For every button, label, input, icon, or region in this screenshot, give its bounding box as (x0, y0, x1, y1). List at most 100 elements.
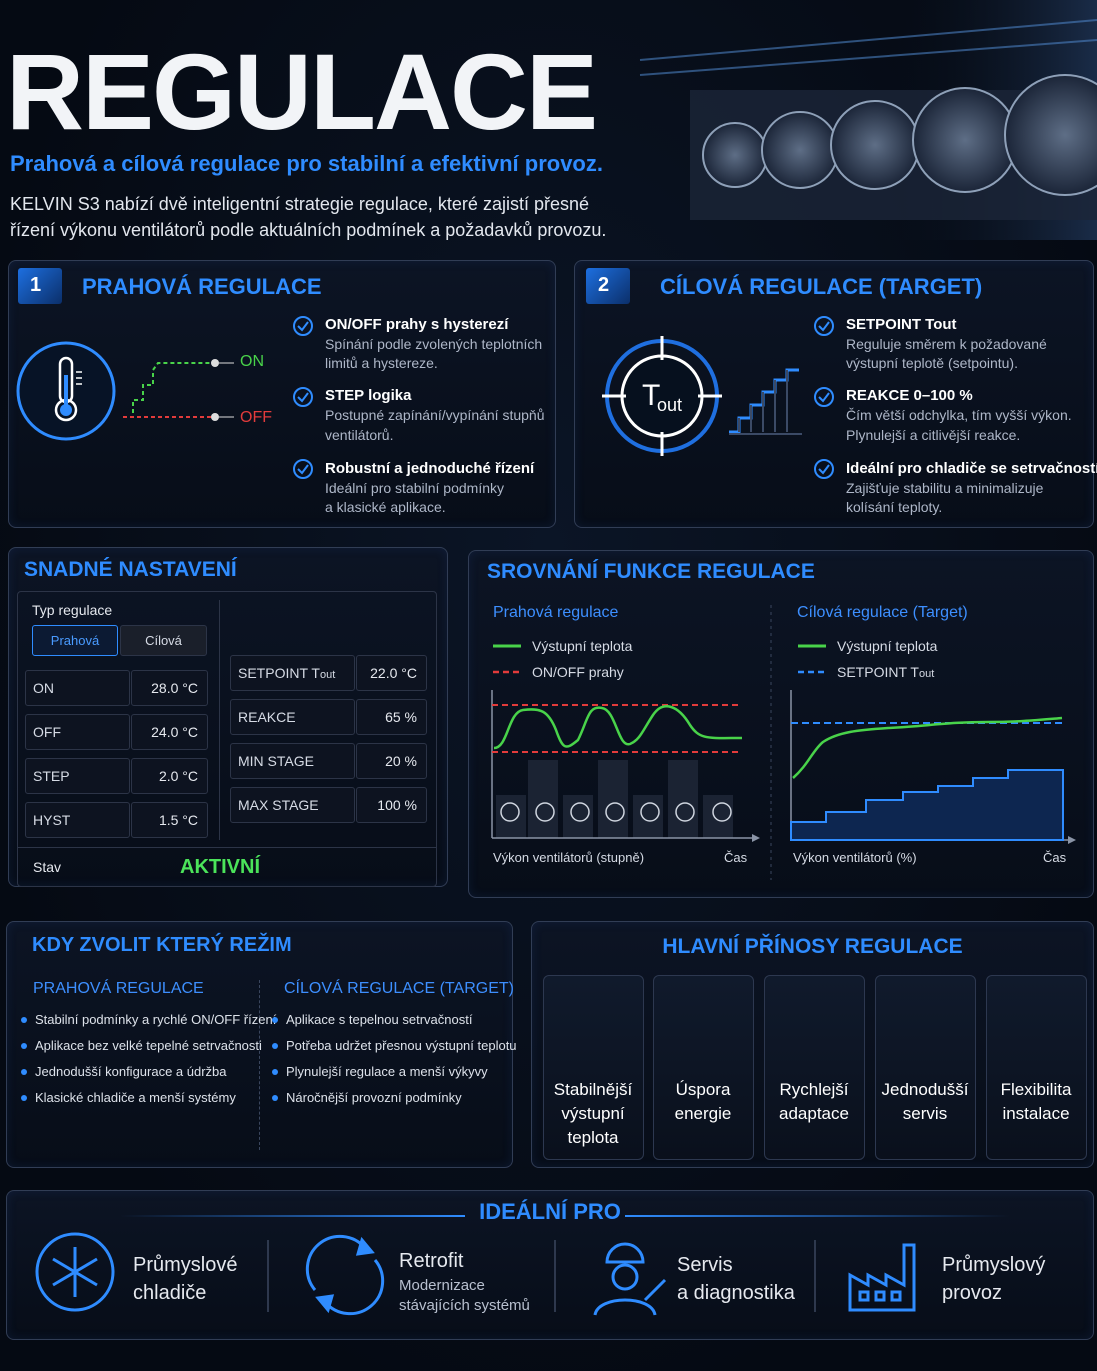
page-title: REGULACE (6, 31, 598, 152)
label-cell (25, 670, 130, 706)
item-title: ON/OFF prahy s hysterezí (325, 316, 509, 333)
badge-number: 2 (598, 274, 610, 296)
tab-label[interactable]: Prahová (50, 633, 100, 648)
item-text: Spínání podle zvolených teplotních (325, 336, 543, 352)
label-text: MAX STAGE (238, 797, 319, 813)
chart-title: Cílová regulace (Target) (797, 604, 968, 621)
value-cell (356, 699, 427, 735)
row-label: MAX STAGE (238, 798, 319, 812)
label-subscript: out (319, 669, 336, 681)
label-cell (230, 699, 355, 735)
ideal-title: Servis (677, 1254, 733, 1276)
panel-title: KDY ZVOLIT KTERÝ REŽIM (32, 934, 292, 956)
divider (259, 980, 260, 1150)
panel-title: PRAHOVÁ REGULACE (82, 274, 322, 299)
legend-text: SETPOINT T (837, 664, 919, 680)
settings-box (17, 591, 437, 887)
bullet (21, 1043, 27, 1049)
benefit-label: Stabilnější (553, 1080, 633, 1099)
row-value: 24.0 °C (151, 724, 198, 740)
item-title: Robustní a jednoduché řízení (325, 460, 535, 477)
value-cell (356, 655, 427, 691)
subtitle: Prahová a cílová regulace pro stabilní a… (10, 151, 603, 176)
label-cell (25, 758, 130, 794)
item-text: ventilátorů. (325, 427, 394, 443)
title-rule (625, 1215, 1010, 1217)
label-text: OFF (33, 724, 61, 740)
item-title: STEP logika (325, 387, 412, 404)
value-cell (131, 714, 208, 750)
tab-active[interactable] (32, 625, 118, 656)
ideal-title: chladiče (133, 1282, 207, 1304)
panel-title: HLAVNÍ PŘÍNOSY REGULACE (662, 935, 963, 958)
bullet-text: Klasické chladiče a menší systémy (35, 1090, 236, 1105)
legend-label: Výstupní teplota (532, 638, 633, 654)
item-title: SETPOINT Tout (846, 316, 957, 333)
intro-line: KELVIN S3 nabízí dvě inteligentní strate… (10, 194, 589, 214)
panel-title: SNADNÉ NASTAVENÍ (24, 558, 237, 581)
label-cell (230, 655, 355, 691)
status-value: AKTIVNÍ (180, 856, 260, 878)
bullet (272, 1043, 278, 1049)
label-text: MIN STAGE (238, 753, 314, 769)
x-end-label: Čas (1043, 850, 1067, 865)
item-text: kolísání teploty. (846, 499, 943, 515)
bullet-text: Stabilní podmínky a rychlé ON/OFF řízení (35, 1012, 277, 1027)
icon-text: T (642, 379, 661, 412)
panel-title: SROVNÁNÍ FUNKCE REGULACE (487, 560, 815, 583)
item-text: Postupné zapínání/vypínání stupňů (325, 407, 545, 423)
benefit-label: instalace (1002, 1104, 1070, 1123)
row-value: 28.0 °C (151, 680, 198, 696)
row-value: 100 % (377, 797, 417, 813)
row-label: MIN STAGE (238, 754, 314, 768)
benefit-label: Flexibilita (1000, 1080, 1072, 1099)
intro-line: řízení výkonu ventilátorů podle aktuální… (10, 220, 607, 240)
benefit-label: Úspora (675, 1080, 731, 1099)
benefit-label: energie (674, 1104, 732, 1123)
divider (17, 847, 437, 848)
benefit-label: servis (902, 1104, 948, 1123)
value-cell (356, 743, 427, 779)
column-title: CÍLOVÁ REGULACE (TARGET) (284, 980, 514, 997)
ideal-title: Průmyslové (133, 1254, 238, 1276)
x-label: Výkon ventilátorů (%) (793, 850, 917, 865)
value-cell (131, 802, 208, 838)
label-text: ON (33, 680, 54, 696)
benefit-card (543, 975, 644, 1160)
bullet (21, 1017, 27, 1023)
benefit-label: teplota (567, 1128, 619, 1147)
row-value: 1.5 °C (158, 812, 198, 828)
label-text: SETPOINT T (238, 665, 320, 681)
tab[interactable] (120, 625, 207, 656)
label-cell (25, 802, 130, 838)
target-icons (602, 316, 834, 479)
benefit-label: adaptace (779, 1104, 849, 1123)
panel-title: IDEÁLNÍ PRO (479, 1199, 621, 1224)
tab-label[interactable]: Cílová (145, 633, 182, 648)
row-value: 65 % (385, 709, 417, 725)
row-label: HYST (33, 813, 70, 827)
legend-subscript: out (918, 668, 935, 680)
divider (219, 600, 220, 840)
on-label: ON (240, 353, 264, 370)
row-value: 2.0 °C (158, 768, 198, 784)
label-cell (230, 743, 355, 779)
ideal-text: Modernizace (399, 1277, 485, 1294)
title-rule (120, 1215, 465, 1217)
row-label: REAKCE (238, 710, 296, 724)
chart-title: Prahová regulace (493, 604, 619, 621)
item-text: Zajišťuje stabilitu a minimalizuje (846, 480, 1044, 496)
bullet (21, 1095, 27, 1101)
bullet (272, 1017, 278, 1023)
item-text: Reguluje směrem k požadované (846, 336, 1047, 352)
row-label: ON (33, 681, 54, 695)
bullet-text: Plynulejší regulace a menší výkyvy (286, 1064, 488, 1079)
bullet-text: Náročnější provozní podmínky (286, 1090, 462, 1105)
off-label: OFF (240, 409, 272, 426)
legend-label: ON/OFF prahy (532, 664, 624, 680)
label-text: HYST (33, 812, 71, 828)
item-text: Čím větší odchylka, tím vyšší výkon. (846, 407, 1072, 423)
bullet (272, 1069, 278, 1075)
benefit-card (653, 975, 754, 1160)
ideal-title: Retrofit (399, 1250, 464, 1272)
